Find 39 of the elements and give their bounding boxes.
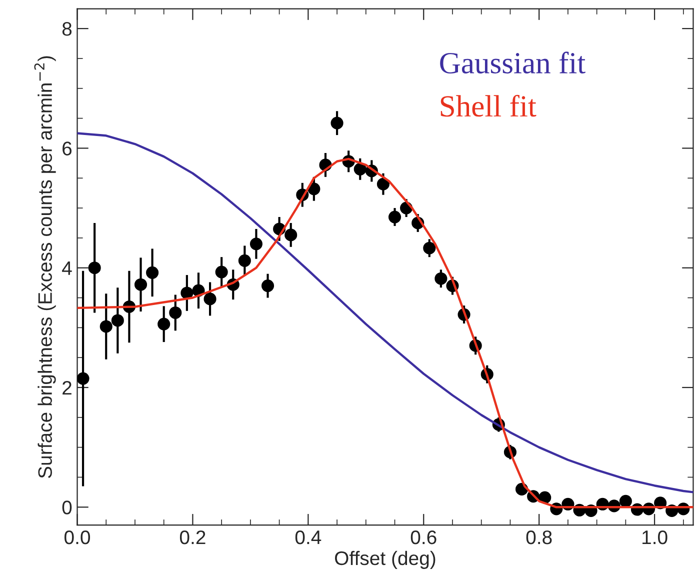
point — [215, 266, 228, 278]
point — [158, 318, 170, 330]
point — [330, 116, 344, 130]
point — [77, 372, 90, 385]
y-tick-label: 2 — [62, 380, 72, 395]
y-tick-label: 0 — [62, 500, 72, 514]
point — [284, 228, 298, 242]
y-axis-title: Surface brightness (Excess counts per arcmin$^{−2}$) — [34, 56, 56, 478]
point — [250, 238, 262, 250]
point — [88, 262, 101, 274]
point — [388, 210, 402, 224]
point — [434, 272, 448, 285]
y-tick-label: 6 — [62, 142, 72, 156]
point — [354, 162, 366, 176]
y-tick-label: 4 — [62, 262, 72, 275]
text: Gaussian fit — [440, 52, 586, 74]
point — [100, 320, 112, 333]
point — [111, 314, 124, 327]
text: Shell fit — [440, 94, 536, 117]
point — [169, 306, 182, 319]
x-tick-label: 0.6 — [410, 530, 436, 544]
point — [204, 292, 216, 306]
y-tick-label: 8 — [62, 22, 72, 36]
point — [619, 494, 632, 508]
x-tick-label: 0.4 — [295, 530, 322, 544]
x-tick-label: 1.0 — [642, 530, 668, 544]
point — [180, 286, 194, 300]
point — [134, 278, 148, 291]
point — [146, 266, 159, 279]
x-tick-label: 0.8 — [526, 530, 552, 544]
point — [308, 182, 320, 196]
point — [538, 491, 552, 504]
point — [423, 242, 436, 254]
x-tick-label: 0.2 — [180, 530, 206, 544]
point — [376, 178, 390, 190]
point — [238, 254, 251, 267]
point — [261, 280, 274, 292]
x-axis-title: Offset (deg) — [335, 550, 436, 569]
x-tick-label: 0.0 — [64, 530, 90, 544]
